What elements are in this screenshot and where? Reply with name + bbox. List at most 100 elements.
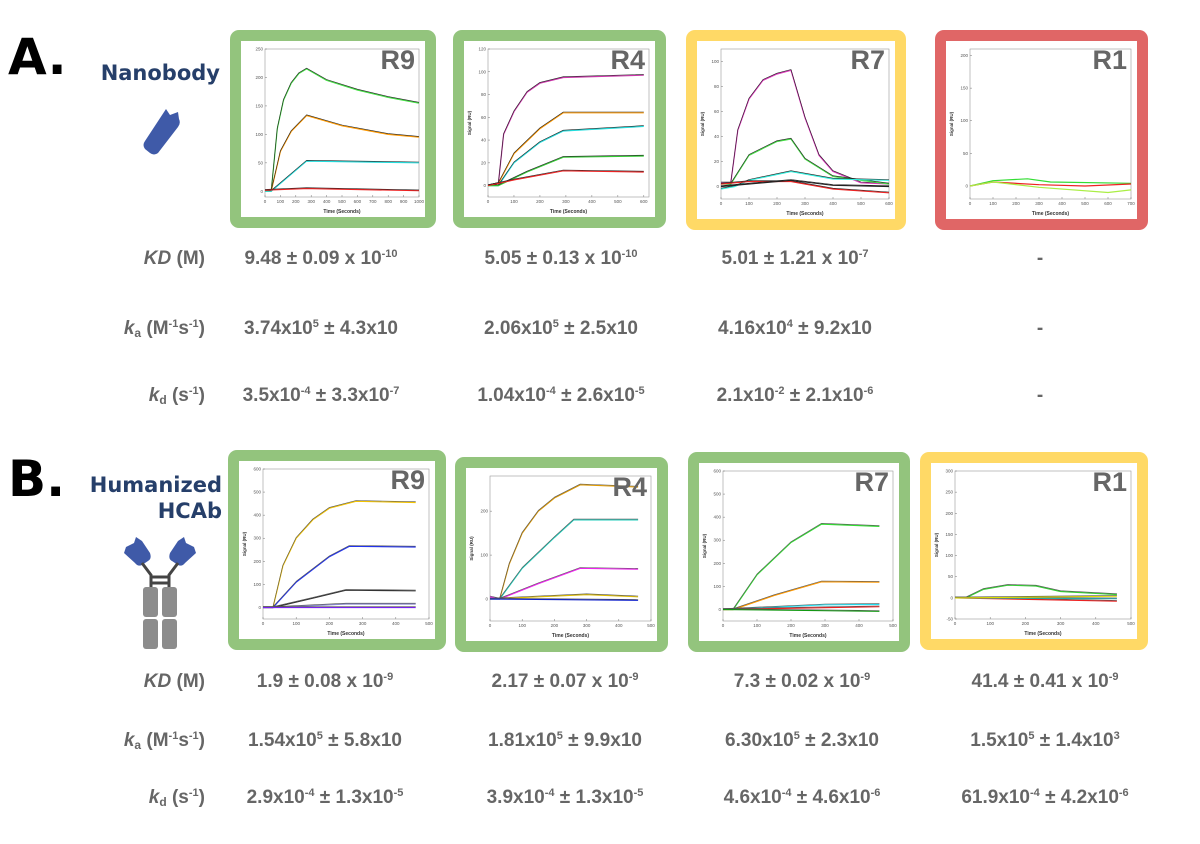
value-cell: 3.5x10-4 ± 3.3x10-7	[243, 385, 400, 407]
superscript: -9	[383, 671, 394, 683]
value-cell: 4.6x10-4 ± 4.6x10-6	[724, 787, 881, 809]
x-tick-label: 900	[400, 199, 408, 204]
superscript: -10	[381, 248, 398, 260]
chart-title: R9	[380, 45, 415, 75]
subscript: d	[159, 393, 167, 407]
chart-title: R4	[612, 472, 647, 502]
text-segment: ± 4.6x10	[791, 787, 871, 808]
text-segment: (M	[141, 318, 169, 339]
x-tick-label: 300	[1035, 201, 1043, 206]
text-segment: ± 2.6x10	[555, 385, 635, 406]
x-axis-label: Time (Seconds)	[786, 211, 823, 217]
y-tick-label: 80	[481, 92, 487, 97]
sensorgram-chart: 0 100 200 300 400 500-50050100150200250300Tim…	[934, 469, 1135, 638]
y-tick-label: 60	[714, 109, 720, 114]
x-tick-label: 200	[787, 623, 795, 628]
y-tick-label: 200	[480, 509, 488, 514]
text-segment: ± 4.3x10	[318, 318, 398, 339]
superscript: -6	[1118, 787, 1129, 799]
text-segment: ± 9.2x10	[792, 318, 872, 339]
x-tick-label: 300	[359, 621, 367, 626]
y-tick-label: 250	[945, 490, 953, 495]
superscript: -9	[860, 671, 871, 683]
data-series-2	[487, 112, 644, 187]
row-label-kd-dissociation-constant: KD (M)	[144, 671, 205, 693]
x-tick-label: 300	[562, 199, 570, 204]
text-segment: ± 4.2x10	[1039, 787, 1119, 808]
value-cell: -	[1037, 248, 1043, 270]
x-axis-label: Time (Seconds)	[1032, 211, 1069, 217]
text-segment: (s	[166, 787, 189, 808]
y-tick-label: 0	[260, 189, 263, 194]
y-tick-label: 200	[713, 561, 721, 566]
fit-curve-1	[265, 67, 420, 191]
y-tick-label: -50	[946, 617, 953, 622]
fit-curve-4	[722, 605, 880, 609]
data-series-1	[723, 523, 880, 611]
text-segment: 2.06x10	[484, 318, 553, 339]
y-tick-label: 100	[960, 118, 968, 123]
fit-curve-4	[954, 595, 1117, 598]
chart-title: R7	[854, 467, 889, 497]
y-tick-label: 80	[714, 84, 720, 89]
text-segment: ± 2.1x10	[784, 385, 864, 406]
axes-box	[262, 468, 430, 620]
row-label-kd-dissociation-rate: kd (s-1)	[149, 385, 205, 407]
label-symbol: k	[148, 787, 160, 808]
y-tick-label: 100	[255, 132, 263, 137]
y-tick-label: 100	[253, 582, 261, 587]
x-axis-label: Time (Seconds)	[323, 209, 360, 215]
x-tick-label: 0	[969, 201, 972, 206]
value-cell: 7.3 ± 0.02 x 10-9	[734, 671, 870, 693]
superscript: 5	[556, 730, 563, 742]
superscript: 4	[786, 318, 793, 330]
fit-curve-4	[489, 593, 639, 599]
data-series-2	[721, 138, 890, 185]
y-tick-label: 500	[713, 492, 721, 497]
x-tick-label: 100	[753, 623, 761, 628]
x-tick-label: 400	[615, 623, 623, 628]
plot-area: 0 100 200 300 400 500 600 700 0 50 100 150 200 Time (…	[946, 41, 1137, 219]
text-segment: 1.9 ± 0.08 x 10	[256, 671, 384, 692]
y-tick-label: 40	[481, 138, 487, 143]
x-tick-label: 500	[857, 201, 865, 206]
x-tick-label: 0	[954, 621, 957, 626]
x-tick-label: 200	[292, 199, 300, 204]
text-segment: 2.17 ± 0.07 x 10	[491, 671, 629, 692]
x-tick-label: 1000	[414, 199, 425, 204]
x-tick-label: 100	[989, 201, 997, 206]
y-tick-label: 600	[253, 467, 261, 472]
text-segment: 6.30x10	[725, 730, 794, 751]
y-tick-label: 150	[960, 86, 968, 91]
superscript: -1	[188, 730, 199, 742]
text-segment: -	[1036, 248, 1044, 269]
plot-area: 0 100 200 300 400 500 0 100 200 Time (Seconds) Sig…	[466, 468, 657, 641]
superscript: -1	[188, 318, 199, 330]
x-tick-label: 500	[614, 199, 622, 204]
chart-title: R4	[610, 45, 645, 75]
y-tick-label: 100	[945, 553, 953, 558]
text-segment: 2.9x10	[246, 787, 305, 808]
text-segment: 3.5x10	[242, 385, 301, 406]
x-tick-label: 600	[885, 201, 893, 206]
fit-curve-2	[490, 518, 639, 599]
x-tick-label: 200	[1022, 621, 1030, 626]
data-series-1	[721, 69, 890, 185]
subscript: a	[134, 738, 142, 752]
x-tick-label: 400	[855, 623, 863, 628]
x-tick-label: 300	[801, 201, 809, 206]
x-tick-label: 200	[536, 199, 544, 204]
text-segment: 3.9x10	[486, 787, 545, 808]
heavy-chain-antibody-icon	[124, 537, 196, 649]
chart-title: R1	[1092, 45, 1127, 75]
text-segment: s	[178, 318, 189, 339]
x-tick-label: 0	[722, 623, 725, 628]
text-segment: 9.48 ± 0.09 x 10	[244, 248, 382, 269]
y-tick-label: 200	[945, 511, 953, 516]
fit-curve-1	[490, 483, 639, 599]
value-cell: 2.06x105 ± 2.5x10	[484, 318, 638, 340]
x-tick-label: 400	[588, 199, 596, 204]
text-segment: 1.04x10	[477, 385, 547, 406]
text-segment: 1.54x10	[248, 730, 317, 751]
value-cell: 1.04x10-4 ± 2.6x10-5	[477, 385, 644, 407]
